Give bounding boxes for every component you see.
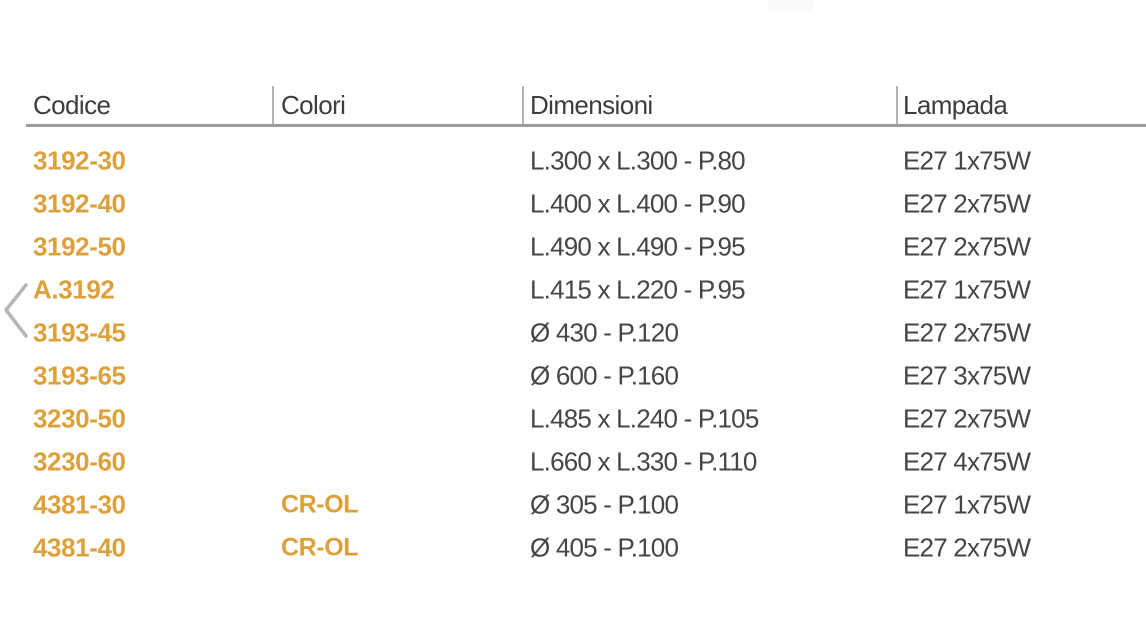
product-code: 3192-30 (33, 145, 126, 175)
column-divider (896, 86, 898, 126)
header-underline (26, 124, 1146, 127)
product-code: 3230-50 (33, 403, 126, 433)
table-row: 3192-40 L.400 x L.400 - P.90 E27 2x75W (0, 182, 1146, 225)
dimensions-value: L.490 x L.490 - P.95 (530, 231, 746, 261)
product-code: 3193-65 (33, 360, 126, 390)
lamp-spec: E27 1x75W (903, 274, 1031, 304)
lamp-spec: E27 2x75W (903, 231, 1031, 261)
dimensions-value: Ø 430 - P.120 (530, 317, 679, 347)
lamp-spec: E27 4x75W (903, 446, 1031, 476)
product-code: 3192-50 (33, 231, 126, 261)
product-code: 3192-40 (33, 188, 126, 218)
table-header-row: Codice Colori Dimensioni Lampada (0, 86, 1146, 126)
product-code: A.3192 (33, 274, 115, 304)
carousel-prev-button[interactable] (2, 281, 32, 341)
column-header-lampada: Lampada (903, 90, 1008, 120)
table-row: 3193-65 Ø 600 - P.160 E27 3x75W (0, 354, 1146, 397)
lamp-spec: E27 2x75W (903, 403, 1031, 433)
product-code: 3193-45 (33, 317, 126, 347)
table-row: 4381-30 CR-OL Ø 305 - P.100 E27 1x75W (0, 483, 1146, 526)
color-code: CR-OL (281, 533, 359, 561)
chevron-left-icon (4, 283, 28, 338)
dimensions-value: Ø 600 - P.160 (530, 360, 679, 390)
column-header-colori: Colori (281, 90, 346, 120)
column-divider (522, 86, 524, 126)
lamp-spec: E27 1x75W (903, 145, 1031, 175)
lamp-spec: E27 3x75W (903, 360, 1031, 390)
dimensions-value: L.400 x L.400 - P.90 (530, 188, 746, 218)
dimensions-value: L.485 x L.240 - P.105 (530, 403, 759, 433)
table-row: A.3192 L.415 x L.220 - P.95 E27 1x75W (0, 268, 1146, 311)
lamp-spec: E27 2x75W (903, 532, 1031, 562)
dimensions-value: Ø 305 - P.100 (530, 489, 679, 519)
table-row: 3192-50 L.490 x L.490 - P.95 E27 2x75W (0, 225, 1146, 268)
product-code: 4381-30 (33, 489, 126, 519)
color-code: CR-OL (281, 490, 359, 518)
column-divider (272, 86, 274, 126)
dimensions-value: L.415 x L.220 - P.95 (530, 274, 746, 304)
table-row: 3230-50 L.485 x L.240 - P.105 E27 2x75W (0, 397, 1146, 440)
dimensions-value: L.300 x L.300 - P.80 (530, 145, 746, 175)
cropped-image-remnant (767, 0, 814, 13)
table-row: 3192-30 L.300 x L.300 - P.80 E27 1x75W (0, 139, 1146, 182)
lamp-spec: E27 2x75W (903, 188, 1031, 218)
table-row: 3230-60 L.660 x L.330 - P.110 E27 4x75W (0, 440, 1146, 483)
table-body: 3192-30 L.300 x L.300 - P.80 E27 1x75W 3… (0, 139, 1146, 569)
table-row: 4381-40 CR-OL Ø 405 - P.100 E27 2x75W (0, 526, 1146, 569)
column-header-codice: Codice (33, 90, 111, 120)
column-header-dimensioni: Dimensioni (530, 90, 653, 120)
lamp-spec: E27 2x75W (903, 317, 1031, 347)
dimensions-value: L.660 x L.330 - P.110 (530, 446, 757, 476)
lamp-spec: E27 1x75W (903, 489, 1031, 519)
product-code: 4381-40 (33, 532, 126, 562)
table-row: 3193-45 Ø 430 - P.120 E27 2x75W (0, 311, 1146, 354)
product-code: 3230-60 (33, 446, 126, 476)
dimensions-value: Ø 405 - P.100 (530, 532, 679, 562)
